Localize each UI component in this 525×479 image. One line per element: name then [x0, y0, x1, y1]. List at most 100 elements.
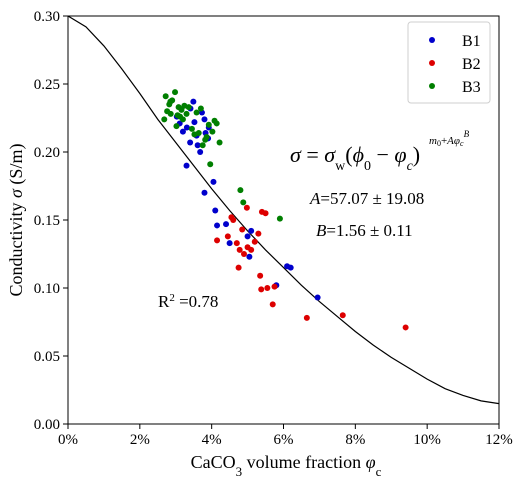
- formula-sigma-w: σ: [324, 142, 336, 167]
- y-tick-label: 0.25: [34, 77, 60, 93]
- exp-sub0: 0: [437, 139, 441, 148]
- param-a-name: A: [309, 189, 321, 208]
- data-points: [161, 89, 409, 331]
- exp-A: A: [446, 135, 454, 147]
- y-tick-label: 0.20: [34, 145, 60, 161]
- legend-marker-b3: [429, 83, 435, 89]
- data-point-b2: [236, 246, 243, 253]
- x-axis-title-sub: c: [376, 464, 382, 479]
- data-point-b3: [188, 125, 195, 132]
- data-point-b2: [248, 246, 255, 253]
- legend-marker-b2: [429, 60, 435, 66]
- fit-formula-exponent: m0+AφcB: [429, 129, 470, 148]
- data-point-b1: [190, 98, 197, 105]
- exp-c: c: [460, 139, 464, 148]
- data-point-b3: [205, 121, 212, 128]
- data-point-b3: [183, 110, 190, 117]
- data-point-b3: [193, 109, 200, 116]
- data-point-b3: [203, 134, 210, 141]
- y-tick-label: 0.10: [34, 281, 60, 297]
- r2-value: =0.78: [175, 292, 219, 311]
- data-point-b1: [223, 221, 230, 228]
- data-point-b2: [230, 217, 237, 223]
- data-point-b2: [339, 312, 346, 319]
- r2-sup: 2: [169, 292, 175, 304]
- data-point-b3: [167, 110, 174, 117]
- formula-sigma: σ: [290, 142, 302, 167]
- data-point-b3: [162, 93, 169, 100]
- x-axis-title-rest: volume fraction: [242, 452, 365, 472]
- data-point-b2: [257, 272, 264, 279]
- param-b-name: B: [316, 221, 327, 240]
- data-point-b1: [194, 142, 201, 149]
- data-point-b1: [244, 233, 251, 240]
- data-point-b1: [314, 294, 321, 301]
- data-point-b1: [197, 149, 204, 155]
- legend-box: [407, 21, 491, 104]
- formula-zero: 0: [364, 159, 371, 174]
- x-tick-label: 4%: [202, 432, 222, 448]
- data-point-b3: [197, 105, 204, 112]
- legend-label-b3: B3: [462, 79, 481, 96]
- exp-B: B: [464, 129, 470, 139]
- data-point-b2: [251, 238, 258, 245]
- formula-close: ): [413, 142, 420, 167]
- legend-label-b2: B2: [462, 56, 481, 73]
- exp-plus: +: [441, 135, 447, 147]
- data-point-b2: [303, 314, 310, 321]
- data-point-b3: [167, 98, 174, 105]
- data-point-b2: [271, 283, 278, 290]
- data-point-b2: [224, 233, 231, 240]
- legend: B1 B2 B3: [407, 21, 491, 104]
- x-tick-label: 0%: [58, 432, 78, 448]
- data-point-b1: [212, 207, 219, 214]
- data-point-b1: [246, 253, 253, 260]
- exp-phi: φ: [454, 135, 460, 147]
- data-point-b3: [276, 215, 283, 222]
- data-point-b2: [264, 285, 271, 291]
- y-tick-label: 0.05: [34, 349, 60, 365]
- data-point-b2: [269, 301, 276, 308]
- data-point-b3: [173, 123, 180, 130]
- data-point-b1: [226, 240, 233, 247]
- y-axis-title-main: Conductivity: [6, 198, 26, 297]
- data-point-b3: [213, 120, 220, 127]
- exp-m: m: [429, 135, 437, 147]
- data-point-b1: [179, 128, 186, 135]
- formula-phi0: ϕ: [353, 142, 364, 167]
- formula-phic: φ: [394, 142, 406, 167]
- y-tick-label: 0.15: [34, 213, 60, 229]
- y-tick-label: 0.00: [34, 417, 60, 433]
- data-point-b3: [174, 112, 181, 119]
- y-axis-title-unit: (S/m): [6, 144, 27, 190]
- r-squared: R2 =0.78: [158, 292, 218, 311]
- data-point-b1: [191, 119, 198, 126]
- data-point-b3: [216, 139, 223, 146]
- x-tick-label: 10%: [413, 432, 441, 448]
- x-axis-title-main: CaCO: [191, 452, 236, 472]
- data-point-b2: [402, 324, 409, 331]
- y-axis-title: Conductivity σ (S/m): [6, 144, 27, 297]
- data-point-b1: [248, 227, 255, 234]
- x-tick-label: 8%: [345, 432, 365, 448]
- formula-eq: =: [301, 142, 324, 167]
- param-b: B=1.56 ± 0.11: [316, 221, 413, 240]
- y-axis-title-sigma: σ: [6, 188, 26, 198]
- formula-w: w: [335, 159, 346, 174]
- x-axis-title-sub3: 3: [236, 464, 243, 479]
- x-tick-label: 6%: [274, 432, 294, 448]
- data-point-b3: [195, 129, 202, 136]
- x-axis-title: CaCO3 volume fraction φc: [191, 452, 382, 479]
- legend-label-b1: B1: [462, 33, 481, 50]
- data-point-b3: [237, 187, 244, 194]
- data-point-b3: [179, 116, 186, 123]
- data-point-b3: [199, 142, 206, 149]
- data-point-b2: [243, 204, 250, 211]
- fit-formula: σ = σw(ϕ0 − φc): [290, 142, 420, 174]
- data-point-b1: [210, 178, 217, 185]
- data-point-b3: [161, 116, 168, 123]
- r2-prefix: R: [158, 292, 170, 311]
- legend-marker-b1: [429, 37, 435, 43]
- param-a: A=57.07 ± 19.08: [309, 189, 424, 208]
